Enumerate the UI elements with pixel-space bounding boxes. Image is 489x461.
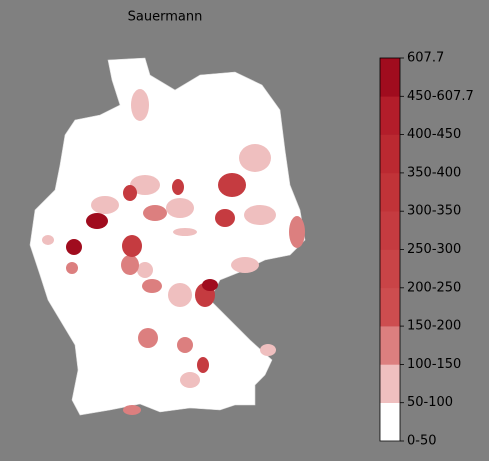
region (91, 196, 119, 214)
colorbar-segment (380, 172, 400, 212)
region (180, 372, 200, 388)
region (218, 173, 246, 197)
region (130, 175, 160, 195)
region (289, 216, 305, 248)
region (231, 257, 259, 273)
regions-dark (122, 173, 246, 373)
colorbar-segment (380, 326, 400, 365)
region (215, 209, 235, 227)
region (66, 262, 78, 274)
region (197, 357, 209, 373)
region (66, 239, 82, 255)
region (202, 279, 218, 291)
region (166, 198, 194, 218)
region (239, 144, 271, 172)
country-outline (29, 57, 306, 416)
colorbar-segment (380, 134, 400, 174)
regions-medium (66, 205, 305, 415)
colorbar-label: 300-350 (407, 204, 461, 219)
region (86, 213, 108, 229)
region (121, 255, 139, 275)
region (143, 205, 167, 221)
colorbar-label: 0-50 (407, 434, 437, 449)
colorbar-label: 350-400 (407, 165, 461, 180)
region (131, 89, 149, 121)
colorbar-label: 200-250 (407, 280, 461, 295)
region (168, 283, 192, 307)
regions-light (42, 89, 276, 388)
colorbar-segment (380, 287, 400, 327)
region (123, 405, 141, 415)
region (177, 337, 193, 353)
colorbar: 0-50 50-100 100-150 150-200 200-250 250-300 30… (379, 51, 474, 449)
colorbar-segment (380, 364, 400, 403)
colorbar-segment (380, 211, 400, 250)
colorbar-label: 400-450 (407, 127, 461, 142)
colorbar-label: 100-150 (407, 357, 461, 372)
region (142, 279, 162, 293)
colorbar-segment (380, 58, 400, 97)
region (244, 205, 276, 225)
region (123, 185, 137, 201)
region (122, 235, 142, 257)
region (42, 235, 54, 245)
region (260, 344, 276, 356)
map-title: Sauermann (128, 10, 203, 25)
colorbar-segment (380, 249, 400, 289)
colorbar-label: 250-300 (407, 242, 461, 257)
region (173, 228, 197, 236)
colorbar-segment (380, 402, 400, 442)
regions-top (66, 213, 218, 291)
region (137, 262, 153, 278)
colorbar-label: 150-200 (407, 319, 461, 334)
colorbar-segment (380, 96, 400, 135)
region (172, 179, 184, 195)
region (138, 328, 158, 348)
germany-map (29, 57, 306, 416)
colorbar-label: 450-607.7 (407, 89, 474, 104)
colorbar-label: 607.7 (407, 51, 444, 66)
colorbar-label: 50-100 (407, 395, 453, 410)
